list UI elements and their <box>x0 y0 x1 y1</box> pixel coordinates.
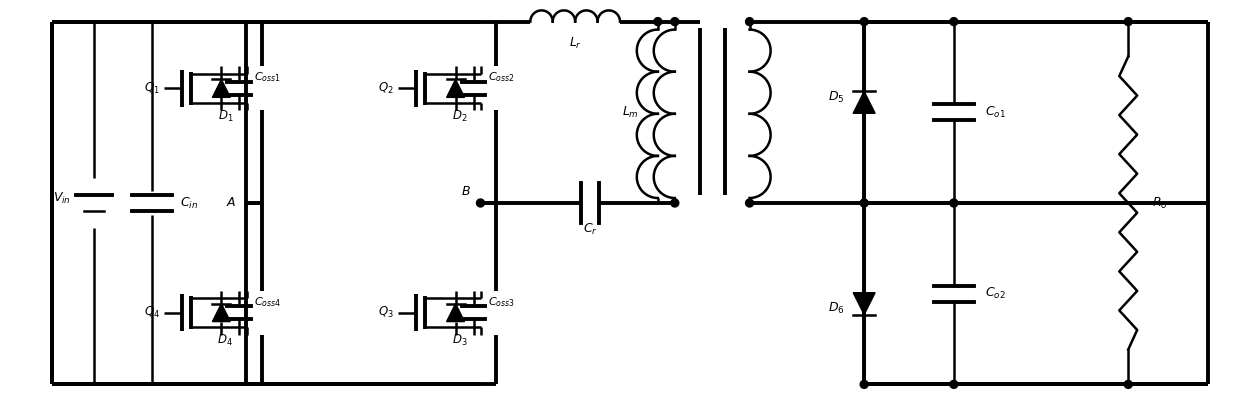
Text: $D_1$: $D_1$ <box>218 109 233 124</box>
Text: $Q_3$: $Q_3$ <box>378 305 394 320</box>
Circle shape <box>746 199 753 207</box>
Circle shape <box>860 18 869 26</box>
Text: $D_2$: $D_2$ <box>452 109 467 124</box>
Text: $Q_2$: $Q_2$ <box>378 81 394 96</box>
Text: $Q_4$: $Q_4$ <box>144 305 160 320</box>
Text: $A$: $A$ <box>227 197 237 210</box>
Text: $D_3$: $D_3$ <box>452 333 467 349</box>
Text: $L_r$: $L_r$ <box>569 36 581 51</box>
Circle shape <box>950 18 958 26</box>
Polygon shape <box>854 293 875 315</box>
Polygon shape <box>446 303 465 322</box>
Text: $C_{oss4}$: $C_{oss4}$ <box>254 295 281 309</box>
Circle shape <box>950 380 958 388</box>
Circle shape <box>860 199 869 207</box>
Text: $C_{in}$: $C_{in}$ <box>181 195 198 210</box>
Text: $D_4$: $D_4$ <box>218 333 233 349</box>
Polygon shape <box>446 79 465 98</box>
Circle shape <box>860 380 869 388</box>
Polygon shape <box>212 303 230 322</box>
Text: $L_m$: $L_m$ <box>622 105 638 120</box>
Polygon shape <box>854 91 875 113</box>
Circle shape <box>950 199 958 207</box>
Text: $C_{o1}$: $C_{o1}$ <box>985 105 1006 120</box>
Text: $R_o$: $R_o$ <box>1152 195 1168 210</box>
Text: $D_5$: $D_5$ <box>828 90 845 105</box>
Text: $C_{oss1}$: $C_{oss1}$ <box>254 71 281 84</box>
Text: $V_{in}$: $V_{in}$ <box>53 191 71 206</box>
Text: $D_6$: $D_6$ <box>828 301 845 316</box>
Circle shape <box>477 199 484 207</box>
Text: $C_{oss3}$: $C_{oss3}$ <box>488 295 515 309</box>
Circle shape <box>670 199 679 207</box>
Text: $Q_1$: $Q_1$ <box>144 81 160 96</box>
Text: $B$: $B$ <box>461 185 471 197</box>
Text: $C_r$: $C_r$ <box>582 222 597 237</box>
Polygon shape <box>212 79 230 98</box>
Circle shape <box>654 18 662 26</box>
Text: $C_{o2}$: $C_{o2}$ <box>985 286 1006 301</box>
Circle shape <box>1124 18 1132 26</box>
Circle shape <box>670 18 679 26</box>
Text: $C_{oss2}$: $C_{oss2}$ <box>488 71 514 84</box>
Circle shape <box>746 18 753 26</box>
Circle shape <box>1124 380 1132 388</box>
